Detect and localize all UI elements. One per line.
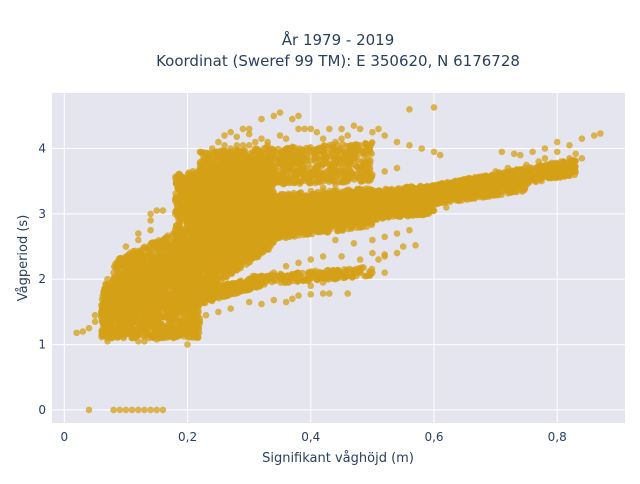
data-point bbox=[121, 306, 128, 313]
data-point bbox=[196, 277, 203, 284]
data-point bbox=[227, 267, 234, 274]
data-point bbox=[142, 311, 149, 318]
data-point bbox=[260, 246, 267, 253]
data-point bbox=[122, 268, 129, 275]
data-point bbox=[136, 276, 143, 283]
data-point bbox=[180, 283, 187, 290]
data-point bbox=[148, 240, 155, 247]
data-point bbox=[154, 244, 161, 251]
data-point bbox=[119, 323, 126, 330]
data-point bbox=[174, 248, 181, 255]
data-point bbox=[165, 312, 172, 319]
data-point bbox=[148, 322, 155, 329]
data-point bbox=[127, 279, 134, 286]
data-point bbox=[219, 264, 226, 271]
data-point bbox=[252, 254, 259, 261]
data-point bbox=[155, 254, 162, 261]
data-point bbox=[173, 267, 180, 274]
data-point bbox=[146, 304, 153, 311]
data-point bbox=[130, 294, 137, 301]
data-point bbox=[124, 291, 131, 298]
data-point bbox=[134, 316, 141, 323]
data-point bbox=[127, 321, 134, 328]
data-point bbox=[229, 255, 236, 262]
data-point bbox=[164, 330, 171, 337]
data-point bbox=[179, 234, 186, 241]
data-point bbox=[174, 274, 181, 281]
data-point bbox=[174, 298, 181, 305]
data-point bbox=[179, 327, 186, 334]
data-point bbox=[111, 302, 118, 309]
data-point bbox=[156, 302, 163, 309]
data-point bbox=[165, 244, 172, 251]
data-point bbox=[163, 265, 170, 272]
data-point bbox=[242, 249, 249, 256]
data-point bbox=[143, 272, 150, 279]
data-point bbox=[131, 285, 138, 292]
data-point bbox=[189, 334, 196, 341]
data-point bbox=[154, 315, 161, 322]
data-point bbox=[154, 275, 161, 282]
data-point bbox=[237, 263, 244, 270]
data-point bbox=[147, 292, 154, 299]
data-point bbox=[140, 287, 147, 294]
data-point bbox=[172, 173, 179, 180]
data-point bbox=[166, 275, 173, 282]
data-point bbox=[114, 260, 121, 267]
data-point bbox=[241, 258, 248, 265]
data-point bbox=[155, 290, 162, 297]
data-point bbox=[116, 277, 123, 284]
data-point bbox=[203, 273, 210, 280]
data-point bbox=[161, 305, 168, 312]
data-point bbox=[174, 224, 181, 231]
data-point bbox=[105, 332, 112, 339]
data-point bbox=[135, 297, 142, 304]
data-point bbox=[150, 261, 157, 268]
data-point bbox=[112, 321, 119, 328]
data-point bbox=[102, 286, 109, 293]
data-point bbox=[157, 267, 164, 274]
